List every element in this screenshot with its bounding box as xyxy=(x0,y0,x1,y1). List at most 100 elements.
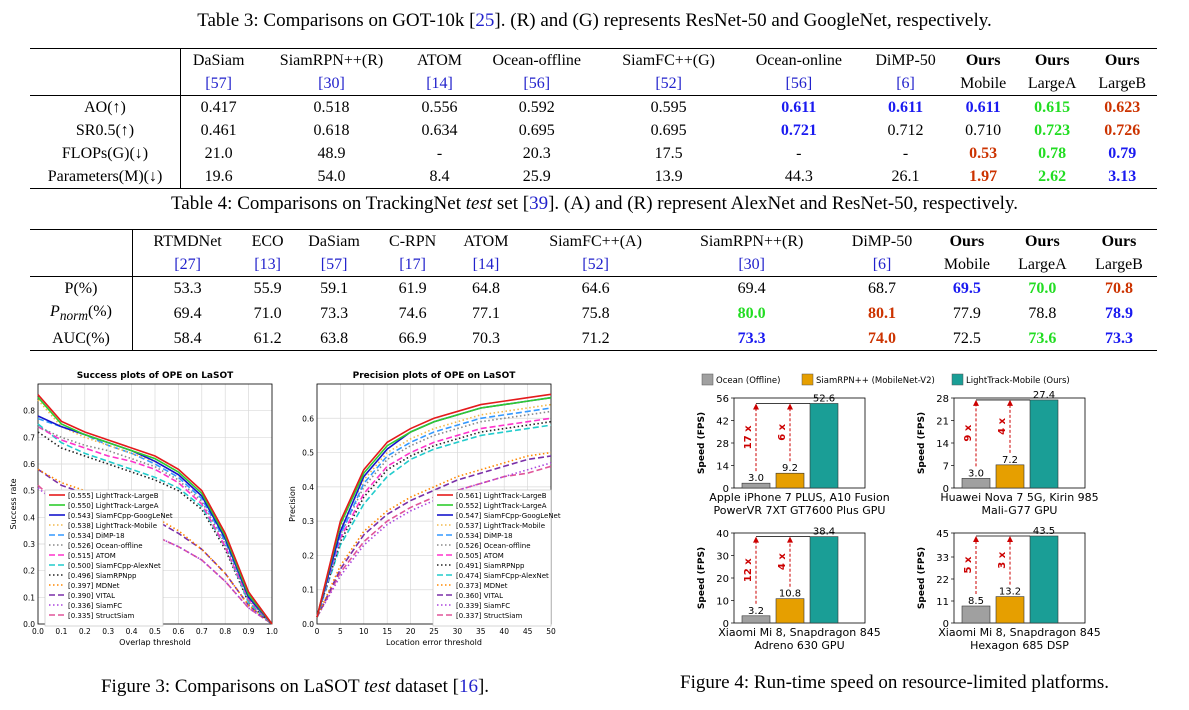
speed-bar xyxy=(775,472,805,489)
table-cell: 59.1 xyxy=(320,280,349,297)
speed-bar xyxy=(995,596,1025,624)
table3-caption-ref[interactable]: 25 xyxy=(475,10,495,31)
y-tick-label: 0.0 xyxy=(302,620,314,629)
column-variant: LargeB xyxy=(1081,253,1157,277)
y-tick-label: 0.5 xyxy=(23,487,35,496)
column-ref-link[interactable]: [57] xyxy=(180,72,257,96)
speedup-label: 5 x xyxy=(963,556,974,573)
legend-swatch xyxy=(951,373,964,386)
y-tick-label: 0.2 xyxy=(23,567,35,576)
table-cell: 69.5 xyxy=(952,280,981,297)
y-tick-label: 0.6 xyxy=(23,460,35,469)
column-ref-link[interactable]: [56] xyxy=(736,72,862,96)
arrowhead-icon xyxy=(787,403,793,410)
table-cell: 0.592 xyxy=(518,99,555,116)
series-line xyxy=(316,410,552,618)
table-row: AUC(%) 58.4 61.2 63.8 66.9 70.3 71.2 73.3 74.0 72… xyxy=(30,327,1157,352)
arrowhead-icon xyxy=(1007,399,1013,406)
series-line xyxy=(37,399,273,625)
x-tick-label: 0.7 xyxy=(196,627,208,636)
x-axis-label: Overlap threshold xyxy=(119,638,191,647)
legend-label: [0.555] LightTrack-LargeB xyxy=(68,492,159,500)
table4-caption-ref[interactable]: 39 xyxy=(529,193,549,214)
bar-value-label: 9.2 xyxy=(782,463,798,474)
table4-caption-rest: ]. (A) and (R) represent AlexNet and Res… xyxy=(548,193,1018,214)
x-tick-label: 0.3 xyxy=(102,627,114,636)
column-ref-link[interactable]: [27] xyxy=(132,253,243,277)
speedup-label: 4 x xyxy=(777,553,788,570)
device-label: Huawei Nova 7 5G, Kirin 985 xyxy=(940,491,1098,504)
column-ref-link[interactable]: [56] xyxy=(472,72,602,96)
table-corner xyxy=(30,229,133,253)
speed-bar xyxy=(741,615,771,624)
bar-value-label: 43.5 xyxy=(1033,526,1055,537)
column-ref-link[interactable]: [6] xyxy=(861,72,950,96)
y-tick-label: 56 xyxy=(716,394,729,405)
figure3-caption-ref[interactable]: 16 xyxy=(458,676,478,697)
legend-label: [0.339] SiamFC xyxy=(456,602,510,610)
table-cell: 68.7 xyxy=(868,280,897,297)
figure4-caption-label: Figure 4: xyxy=(680,672,750,693)
column-header: SiamRPN++(R) xyxy=(256,48,407,72)
table-cell: 26.1 xyxy=(861,165,950,189)
row-label: FLOPs(G)(↓) xyxy=(30,142,181,165)
figure3-caption-text-a: Comparisons on LaSOT xyxy=(174,676,364,697)
table-cell: 58.4 xyxy=(132,327,243,352)
row-label: AUC(%) xyxy=(30,327,133,352)
column-header: ECO xyxy=(242,229,294,253)
column-ref-link[interactable]: [52] xyxy=(521,253,670,277)
table-cell: - xyxy=(436,145,443,162)
table4-caption-italic: test xyxy=(465,193,493,214)
table-cell: 80.1 xyxy=(868,305,897,323)
column-ref-link[interactable]: [30] xyxy=(669,253,834,277)
column-ref-link[interactable]: [17] xyxy=(375,253,451,277)
bar-value-label: 3.0 xyxy=(968,468,984,479)
y-tick-label: 22 xyxy=(936,575,949,586)
bar-value-label: 13.2 xyxy=(999,587,1021,598)
column-ref-link[interactable]: [57] xyxy=(293,253,376,277)
legend-label: [0.491] SiamRPNpp xyxy=(456,562,525,570)
table-cell: 0.634 xyxy=(421,122,458,139)
figure4-caption-text: Run-time speed on resource-limited platf… xyxy=(753,672,1109,693)
y-tick-label: 11 xyxy=(936,597,949,608)
series-line xyxy=(316,420,552,618)
series-line xyxy=(316,417,552,618)
table-cell: 0.556 xyxy=(421,99,458,116)
device-label: Xiaomi Mi 8, Snapdragon 845 xyxy=(938,626,1100,639)
table-cell: 64.8 xyxy=(471,280,500,297)
table-cell: 0.723 xyxy=(1034,122,1071,139)
y-tick-label: 0 xyxy=(943,619,949,630)
table-cell: 73.6 xyxy=(1003,327,1082,352)
legend-label: [0.505] ATOM xyxy=(456,552,504,560)
table-cell: 0.79 xyxy=(1108,145,1137,162)
table-cell: 80.0 xyxy=(737,305,766,323)
column-ref-link[interactable]: [14] xyxy=(406,72,473,96)
speed-bar xyxy=(1029,535,1059,624)
figure3-caption: Figure 3: Comparisons on LaSOT test data… xyxy=(0,676,590,698)
table-row: P(%) 53.3 55.9 59.1 61.9 64.8 64.6 69.4 68.7 69.5… xyxy=(30,276,1157,300)
bar-value-label: 8.5 xyxy=(968,596,984,607)
table-cell: 69.4 xyxy=(173,305,202,323)
table-cell: 13.9 xyxy=(601,165,737,189)
table-corner xyxy=(30,48,181,72)
device-label: Apple iPhone 7 PLUS, A10 Fusion xyxy=(709,491,889,504)
column-ref-link[interactable]: [13] xyxy=(242,253,294,277)
column-ref-link[interactable]: [6] xyxy=(833,253,931,277)
table-cell: 71.2 xyxy=(521,327,670,352)
table-cell: 0.611 xyxy=(887,99,924,116)
y-tick-label: 0.7 xyxy=(23,433,35,442)
table4-caption: Table 4: Comparisons on TrackingNet test… xyxy=(0,193,1189,215)
column-ref-link[interactable]: [14] xyxy=(450,253,522,277)
legend-swatch xyxy=(801,373,814,386)
table4-caption-a: Comparisons on TrackingNet xyxy=(237,193,466,214)
column-ref-link[interactable]: [30] xyxy=(256,72,407,96)
y-tick-label: 28 xyxy=(716,439,729,450)
column-header: Ours xyxy=(949,48,1017,72)
column-variant: LargeA xyxy=(1016,72,1088,96)
speedup-label: 4 x xyxy=(997,417,1008,434)
column-ref-link[interactable]: [52] xyxy=(601,72,737,96)
x-tick-label: 0.0 xyxy=(32,627,44,636)
table-cell: 70.3 xyxy=(450,327,522,352)
column-header: Ours xyxy=(1003,229,1082,253)
column-variant: LargeA xyxy=(1003,253,1082,277)
